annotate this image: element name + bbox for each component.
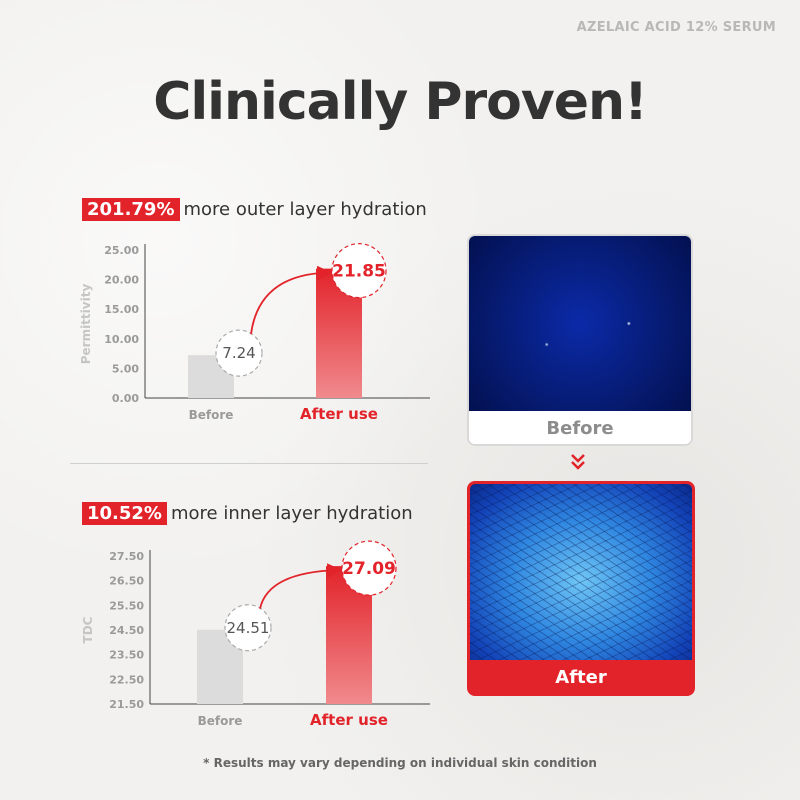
claim-text: more outer layer hydration bbox=[183, 199, 427, 220]
data-label-before: 24.51 bbox=[227, 619, 270, 637]
chart-inner-hydration: 21.50 22.50 23.50 24.50 25.50 26.50 27.50 TDC Be… bbox=[81, 540, 430, 729]
value-circle-before bbox=[215, 329, 263, 377]
before-image-card: Before bbox=[467, 234, 693, 446]
y-tick-label: 22.50 bbox=[109, 673, 144, 686]
y-tick-label: 21.50 bbox=[109, 698, 144, 711]
increase-arrow bbox=[259, 563, 342, 609]
before-caption: Before bbox=[469, 413, 691, 444]
footnote: * Results may vary depending on individu… bbox=[203, 756, 597, 770]
increase-arrow bbox=[250, 265, 332, 335]
claim-text: more inner layer hydration bbox=[170, 503, 413, 524]
y-tick-label: 23.50 bbox=[109, 649, 144, 662]
y-tick-label: 25.00 bbox=[104, 244, 139, 257]
claim-outer-hydration: 201.79% more outer layer hydration bbox=[82, 198, 427, 221]
value-circle-before bbox=[224, 604, 272, 652]
data-label-before: 7.24 bbox=[222, 344, 255, 362]
after-image-card: After bbox=[467, 481, 695, 696]
brand-label: AZELAIC ACID 12% SERUM bbox=[576, 20, 776, 35]
chevron-down-icon bbox=[571, 454, 585, 470]
x-category-label: After use bbox=[310, 711, 388, 729]
y-axis-label: Permittivity bbox=[79, 284, 93, 365]
y-tick-label: 20.00 bbox=[104, 274, 139, 287]
y-tick-label: 5.00 bbox=[112, 362, 139, 375]
y-tick-label: 10.00 bbox=[104, 333, 139, 346]
y-tick-label: 26.50 bbox=[109, 575, 144, 588]
section-divider bbox=[70, 463, 428, 464]
page-title: Clinically Proven! bbox=[153, 72, 648, 132]
data-label-after: 21.85 bbox=[332, 262, 386, 282]
y-tick-label: 24.50 bbox=[109, 624, 144, 637]
y-tick-label: 27.50 bbox=[109, 550, 144, 563]
value-circle-after bbox=[331, 243, 387, 299]
y-tick-label: 0.00 bbox=[112, 392, 139, 405]
chart-outer-hydration: 0.00 5.00 10.00 15.00 20.00 25.00 Permittivity… bbox=[79, 243, 430, 423]
claim-highlight: 10.52% bbox=[82, 502, 167, 525]
x-category-label: Before bbox=[189, 408, 234, 422]
x-category-label: Before bbox=[198, 714, 243, 728]
y-tick-label: 25.50 bbox=[109, 599, 144, 612]
y-tick-label: 15.00 bbox=[104, 303, 139, 316]
after-caption: After bbox=[470, 663, 692, 693]
y-axis-label: TDC bbox=[81, 616, 95, 643]
before-skin-image bbox=[469, 236, 691, 411]
claim-highlight: 201.79% bbox=[82, 198, 180, 221]
claim-inner-hydration: 10.52% more inner layer hydration bbox=[82, 502, 413, 525]
data-label-after: 27.09 bbox=[342, 559, 396, 579]
value-circle-after bbox=[341, 540, 397, 596]
after-skin-image bbox=[470, 484, 692, 660]
x-category-label: After use bbox=[300, 405, 378, 423]
